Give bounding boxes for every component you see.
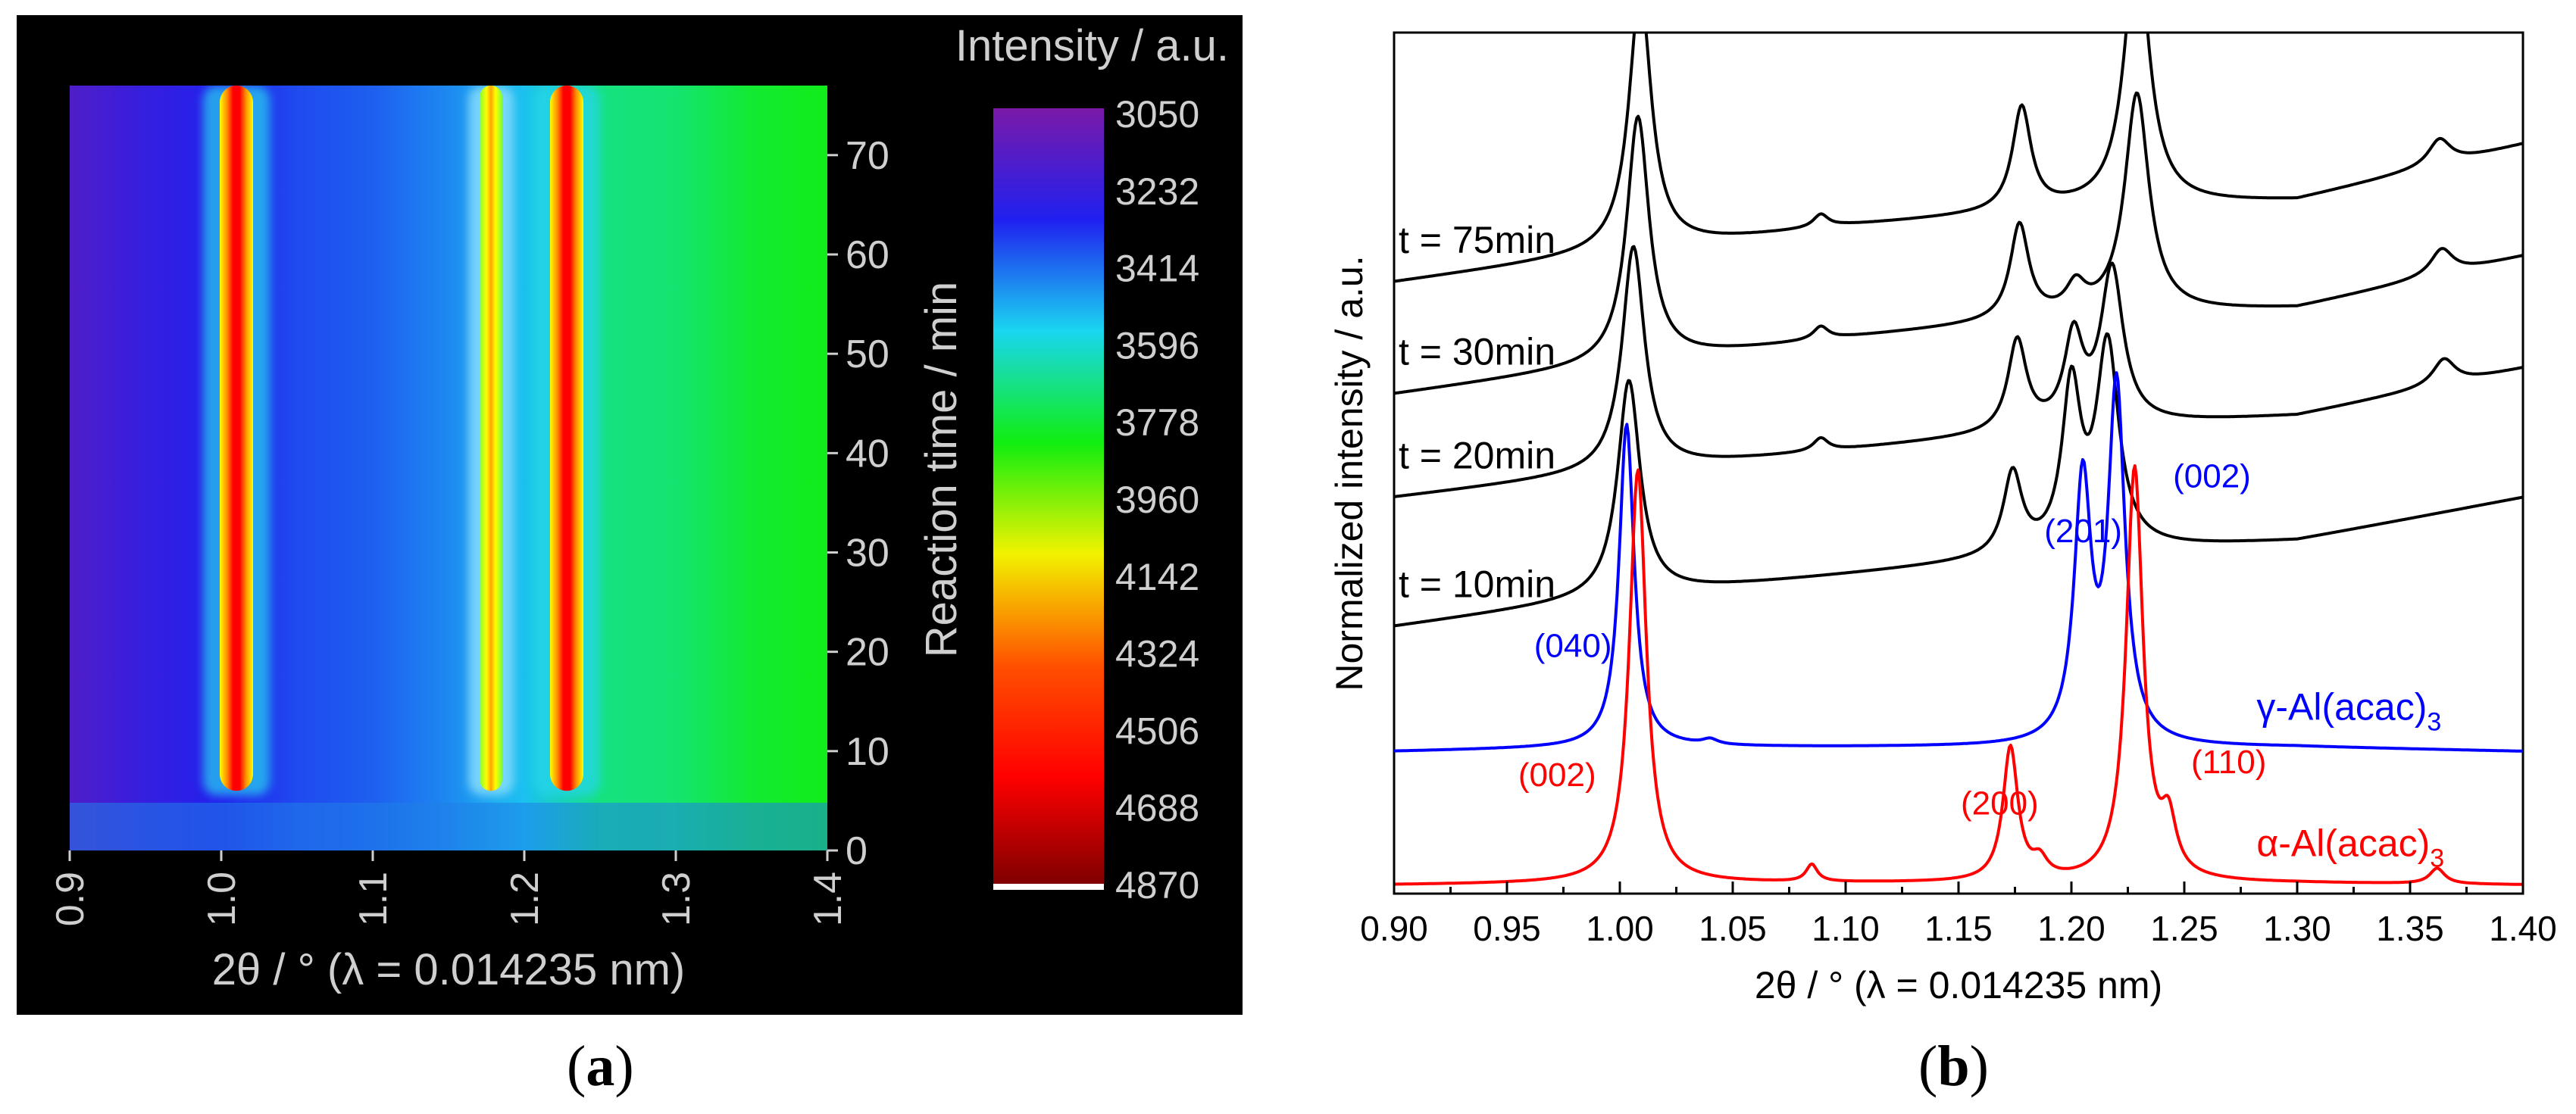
b-series-layer [1394, 33, 2523, 886]
colorbar-tick-label: 4688 [1115, 787, 1199, 829]
series-label-0: t = 75min [1399, 219, 1555, 261]
reflection-layer [203, 86, 600, 796]
series-label-4: γ-Al(acac)3 [2256, 686, 2441, 737]
panel-a-heatmap: 0.9 1.0 1.1 1.2 1.3 1.4 0 10 20 30 40 50 60 70 2θ / … [48, 21, 1229, 994]
series-line-0 [1394, 33, 2523, 283]
a-x-axis: 0.9 1.0 1.1 1.2 1.3 1.4 [48, 850, 850, 926]
b-y-axis-label: Normalized intensity / a.u. [1328, 255, 1371, 691]
colorbar-tick-label: 3232 [1115, 170, 1199, 213]
series-line-2 [1394, 245, 2523, 498]
colorbar-tick-label: 3778 [1115, 401, 1199, 444]
colorbar-white-end [993, 884, 1104, 890]
colorbar-tick-label: 3414 [1115, 248, 1199, 290]
colorbar-tick-label: 4142 [1115, 556, 1199, 598]
a-x-tick-label: 1.3 [655, 872, 699, 926]
a-y-tick-label: 30 [846, 531, 889, 575]
b-x-tick-label: 1.40 [2489, 909, 2557, 948]
panel-b-caption: (b) [1918, 1034, 1989, 1098]
peak-annotation-0: (040) [1534, 627, 1612, 664]
colorbar-ticks: 3050 3232 3414 3596 3778 3960 4142 4324 4506 4688… [1115, 93, 1199, 906]
pre-onset-band [70, 803, 827, 850]
peak-annotation-1: (201) [2044, 513, 2122, 550]
b-x-axis-label: 2θ / ° (λ = 0.014235 nm) [1755, 964, 2162, 1006]
reflection-streak-2 [550, 86, 583, 791]
series-line-3 [1394, 332, 2523, 628]
a-x-tick-label: 1.4 [806, 872, 850, 926]
a-x-tick-label: 1.2 [503, 872, 547, 926]
reflection-streak-0 [220, 86, 253, 791]
a-y-tick-label: 60 [846, 233, 889, 277]
b-x-tick-label: 1.30 [2263, 909, 2331, 948]
b-series-labels: t = 75min t = 30min t = 20min t = 10min γ-Al… [1399, 219, 2444, 872]
peak-annotation-2: (002) [2173, 457, 2251, 495]
series-label-5: α-Al(acac)3 [2256, 822, 2444, 872]
b-x-tick-label: 0.90 [1360, 909, 1428, 948]
peak-annotation-4: (200) [1961, 785, 2039, 822]
colorbar [993, 108, 1104, 888]
a-x-tick-label: 0.9 [48, 872, 92, 926]
a-y-tick-label: 50 [846, 332, 889, 376]
series-label-3: t = 10min [1399, 563, 1555, 606]
b-annotations: (040) (201) (002) (002) (200) (110) [1518, 457, 2266, 822]
series-line-5 [1394, 464, 2523, 886]
peak-annotation-3: (002) [1518, 757, 1596, 794]
a-y-axis: 0 10 20 30 40 50 60 70 [827, 134, 889, 873]
a-y-tick-label: 40 [846, 432, 889, 476]
peak-annotation-5: (110) [2191, 744, 2266, 781]
a-x-tick-label: 1.0 [200, 872, 244, 926]
b-x-tick-label: 1.00 [1586, 909, 1654, 948]
series-line-1 [1394, 91, 2523, 395]
colorbar-tick-label: 3596 [1115, 324, 1199, 367]
colorbar-label: Intensity / a.u. [955, 21, 1229, 70]
colorbar-tick-label: 4870 [1115, 864, 1199, 906]
b-x-tick-label: 1.10 [1812, 909, 1880, 948]
b-x-tick-label: 0.95 [1473, 909, 1541, 948]
colorbar-tick-label: 4324 [1115, 633, 1199, 676]
colorbar-tick-label: 4506 [1115, 710, 1199, 752]
panel-b-line-chart: t = 75min t = 30min t = 20min t = 10min γ-Al… [1328, 31, 2557, 1006]
colorbar-tick-label: 3050 [1115, 93, 1199, 136]
a-x-tick-label: 1.1 [352, 872, 395, 926]
b-x-tick-label: 1.15 [1924, 909, 1993, 948]
b-x-tick-label: 1.05 [1699, 909, 1767, 948]
series-label-1: t = 30min [1399, 331, 1555, 373]
panel-a-caption: (a) [567, 1034, 634, 1098]
colorbar-tick-label: 3960 [1115, 479, 1199, 521]
series-line-4 [1394, 371, 2523, 753]
b-x-tick-label: 1.20 [2037, 909, 2106, 948]
a-y-tick-label: 10 [846, 730, 889, 774]
a-x-axis-label: 2θ / ° (λ = 0.014235 nm) [212, 945, 686, 994]
b-x-axis: 0.90 0.95 1.00 1.05 1.10 1.15 1.20 1.25 1.30 1.35… [1360, 882, 2557, 948]
b-x-tick-label: 1.25 [2150, 909, 2218, 948]
reflection-streak-1 [480, 86, 502, 791]
b-x-tick-label: 1.35 [2376, 909, 2444, 948]
a-y-tick-label: 20 [846, 631, 889, 675]
a-y-tick-label: 0 [846, 829, 868, 873]
a-y-tick-label: 70 [846, 134, 889, 178]
heatmap-background [70, 86, 827, 850]
a-y-axis-label: Reaction time / min [917, 282, 966, 657]
series-label-2: t = 20min [1399, 434, 1555, 476]
